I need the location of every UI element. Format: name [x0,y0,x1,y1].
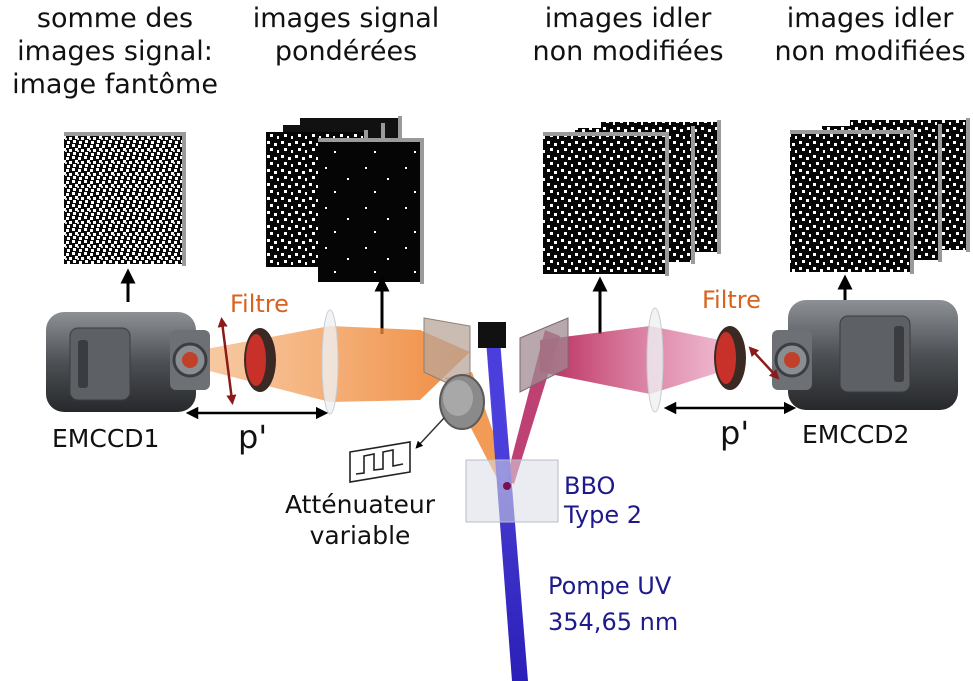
bbo-crystal [465,459,559,523]
focus-arrow-left [217,317,237,405]
filter-left-label: Filtre [230,290,289,318]
filter-right [714,326,746,390]
lens-left [321,309,339,415]
distance-right-label: p' [720,414,750,452]
emccd1-camera [46,312,210,412]
lens-right [646,307,664,413]
col1-line3: image fantôme [12,68,218,100]
square-wave-icon [349,441,411,483]
attenuator-label: Atténuateur variable [276,490,444,551]
col1-line2: images signal: [17,35,213,67]
col1-line1: somme des [36,3,194,34]
col4-line2: non modifiées [774,35,966,67]
uv-pump-beam-upper [486,340,508,484]
distance-left-label: p' [238,418,268,456]
pump-label: Pompe UV 354,65 nm [548,568,678,640]
col3-line1: images idler [544,3,712,34]
attenuator-line1: Atténuateur [285,490,435,519]
col2-heading: images signal pondérées [236,3,456,69]
variable-attenuator [415,374,485,449]
col3-line2: non modifiées [532,35,724,67]
emccd1-label: EMCCD1 [52,424,160,453]
idler-image-stack-2 [790,118,970,274]
col4-line1: images idler [786,3,954,34]
focus-arrow-right [748,346,780,380]
mirror-right [519,317,569,393]
col2-line2: pondérées [274,35,418,67]
col4-heading: images idler non modifiées [770,3,970,69]
filter-left [244,328,276,392]
filter-right-label: Filtre [702,286,761,314]
pump-line1: Pompe UV [548,572,672,600]
idler-image-stack-1 [543,120,721,276]
col2-line1: images signal [252,3,440,34]
emccd2-label: EMCCD2 [802,420,910,449]
ghost-image-sum [64,132,186,266]
bbo-line1: BBO [564,472,616,500]
bbo-label: BBO Type 2 [564,472,642,531]
signal-image-stack [266,116,424,284]
col3-heading: images idler non modifiées [518,3,738,69]
beam-block [478,322,506,348]
idler-beam-magenta [540,326,720,394]
attenuator-line2: variable [309,520,411,550]
col1-heading: somme des images signal: image fantôme [4,3,226,102]
emccd2-camera [772,300,958,410]
bbo-line2: Type 2 [564,501,643,530]
pump-line2: 354,65 nm [548,608,679,636]
